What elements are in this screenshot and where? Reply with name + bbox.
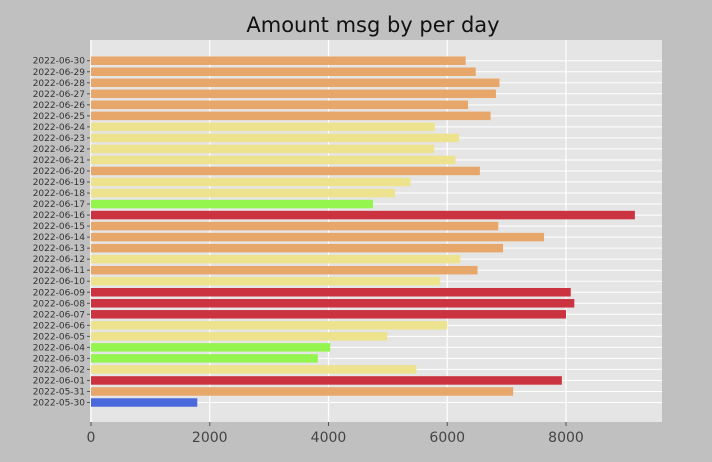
bar xyxy=(91,243,504,253)
y-tick-label: 2022-06-25 xyxy=(33,112,85,122)
y-tick-label: 2022-06-12 xyxy=(33,255,85,265)
bar xyxy=(91,265,478,275)
y-tick-label: 2022-06-26 xyxy=(33,101,86,111)
y-tick-label: 2022-06-06 xyxy=(33,321,86,331)
y-tick-label: 2022-06-11 xyxy=(33,266,85,276)
bar xyxy=(91,343,331,352)
y-tick-label: 2022-06-01 xyxy=(33,376,85,386)
y-tick-label: 2022-06-29 xyxy=(33,68,86,78)
x-tick-label: 8000 xyxy=(548,430,584,446)
y-tick-label: 2022-06-02 xyxy=(33,365,85,375)
y-tick-label: 2022-06-30 xyxy=(33,57,86,67)
y-tick-label: 2022-06-22 xyxy=(33,145,85,155)
bar xyxy=(91,199,374,209)
y-tick-label: 2022-06-16 xyxy=(33,211,86,221)
chart-title: Amount msg by per day xyxy=(246,13,499,37)
bar xyxy=(91,221,499,231)
y-tick-label: 2022-06-14 xyxy=(33,233,86,243)
y-tick-label: 2022-06-24 xyxy=(33,123,86,133)
bar xyxy=(91,67,476,76)
bar xyxy=(91,210,635,220)
bar xyxy=(91,376,562,385)
x-tick-label: 6000 xyxy=(429,430,465,446)
y-tick-label: 2022-06-13 xyxy=(33,244,85,254)
y-tick-label: 2022-06-18 xyxy=(33,189,86,199)
bar xyxy=(91,232,545,242)
bars xyxy=(91,56,635,407)
bar xyxy=(91,354,318,363)
bar xyxy=(91,254,461,264)
bar xyxy=(91,398,198,407)
y-tick-label: 2022-06-28 xyxy=(33,79,86,89)
y-tick-label: 2022-05-31 xyxy=(33,387,85,397)
y-tick-label: 2022-06-05 xyxy=(33,332,85,342)
x-tick-label: 4000 xyxy=(311,430,347,446)
y-tick-label: 2022-06-04 xyxy=(33,343,86,353)
bar xyxy=(91,310,566,319)
x-tick-label: 0 xyxy=(87,430,96,446)
bar xyxy=(91,100,469,110)
bar xyxy=(91,89,496,99)
y-tick-label: 2022-06-23 xyxy=(33,134,85,144)
bar xyxy=(91,155,456,165)
y-tick-label: 2022-06-10 xyxy=(33,277,86,287)
bar xyxy=(91,299,575,308)
bar xyxy=(91,56,466,65)
bar xyxy=(91,133,460,143)
bar xyxy=(91,177,411,187)
y-tick-label: 2022-05-30 xyxy=(33,399,86,409)
bar xyxy=(91,365,417,374)
bar xyxy=(91,276,441,286)
x-tick-labels: 0 2000 4000 6000 8000 xyxy=(87,422,584,446)
y-tick-label: 2022-06-21 xyxy=(33,156,85,166)
x-tick-label: 2000 xyxy=(192,430,228,446)
y-tick-label: 2022-06-08 xyxy=(33,299,86,309)
bar xyxy=(91,332,388,341)
bar xyxy=(91,111,491,121)
bar xyxy=(91,144,435,154)
bar xyxy=(91,188,395,198)
y-tick-label: 2022-06-15 xyxy=(33,222,85,232)
y-tick-label: 2022-06-19 xyxy=(33,178,86,188)
y-tick-label: 2022-06-27 xyxy=(33,90,85,100)
y-tick-label: 2022-06-03 xyxy=(33,354,85,364)
bar xyxy=(91,78,500,88)
bar xyxy=(91,387,514,396)
bar xyxy=(91,288,571,297)
bar xyxy=(91,122,435,132)
y-tick-label: 2022-06-07 xyxy=(33,310,85,320)
bar xyxy=(91,321,448,330)
y-tick-labels: 2022-05-30 2022-05-312022-06-012022-06-02… xyxy=(33,57,90,409)
y-tick-label: 2022-06-09 xyxy=(33,288,86,298)
bar xyxy=(91,166,480,176)
y-tick-label: 2022-06-17 xyxy=(33,200,85,210)
y-tick-label: 2022-06-20 xyxy=(33,167,86,177)
